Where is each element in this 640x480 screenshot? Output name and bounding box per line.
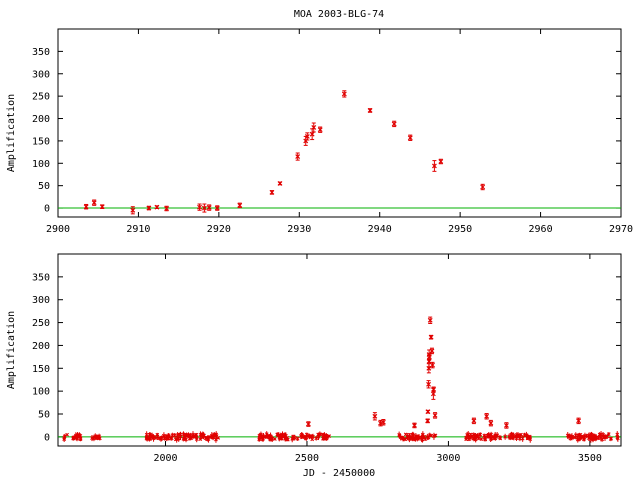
data-point (438, 158, 444, 165)
bottom-y-axis-label: Amplification (6, 311, 17, 389)
top-y-tick-label: 350 (32, 47, 50, 58)
data-point (317, 126, 323, 133)
top-plot-frame (57, 28, 622, 218)
data-point (367, 108, 373, 113)
bottom-x-tick-label: 3000 (436, 453, 460, 464)
top-x-tick-label: 2960 (529, 224, 553, 235)
top-data-points (83, 90, 486, 215)
observing-season-band (464, 431, 533, 443)
top-x-tick-label: 2940 (368, 224, 392, 235)
bottom-y-tick-label: 100 (32, 387, 50, 398)
data-point (295, 152, 301, 161)
top-y-tick-label: 50 (38, 181, 50, 192)
top-y-axis-label: Amplification (6, 94, 17, 172)
data-point (206, 204, 212, 211)
top-panel: Amplification 0 50 100 150 200 250 300 350 2900 2… (6, 28, 633, 235)
outlier-point (471, 417, 477, 425)
data-point (164, 205, 170, 212)
chart-title: MOA 2003-BLG-74 (294, 9, 384, 20)
event-point (431, 386, 437, 393)
event-point (425, 418, 431, 424)
data-point (197, 203, 202, 211)
top-y-tick-label: 250 (32, 92, 50, 103)
data-point (214, 205, 220, 211)
bottom-x-axis-label: JD - 2450000 (303, 468, 375, 479)
event-point (426, 353, 432, 361)
data-point (407, 134, 413, 141)
data-point (277, 181, 283, 186)
top-y-tick-label: 200 (32, 114, 50, 125)
top-y-tick-label: 150 (32, 136, 50, 147)
data-point (311, 122, 317, 133)
event-point (427, 316, 433, 324)
event-point (432, 412, 438, 419)
observing-season-band (257, 431, 332, 443)
bottom-y-tick-label: 200 (32, 341, 50, 352)
bottom-x-tick-label: 3500 (578, 453, 602, 464)
bottom-data-points (62, 316, 620, 443)
data-point (237, 202, 243, 209)
outlier-point (380, 418, 386, 426)
top-x-tick-label: 2950 (448, 224, 472, 235)
bottom-x-tick-label: 2000 (153, 453, 177, 464)
outlier-point (488, 419, 494, 427)
data-point (154, 204, 160, 210)
top-y-tick-label: 0 (44, 204, 50, 215)
outlier-point (484, 413, 490, 420)
event-point (430, 361, 435, 369)
event-point (425, 409, 431, 415)
data-point (201, 203, 207, 213)
bottom-y-tick-label: 300 (32, 295, 50, 306)
bottom-y-tick-label: 350 (32, 272, 50, 283)
data-point (391, 120, 397, 128)
observing-season-band (62, 432, 83, 442)
bottom-panel: Amplification JD - 2450000 0 50 100 150 200 2… (6, 253, 622, 479)
outlier-point (305, 421, 311, 427)
top-x-tick-label: 2910 (126, 224, 150, 235)
bottom-x-tick-label: 2500 (295, 453, 319, 464)
event-point (428, 334, 434, 340)
outlier-point (372, 412, 378, 421)
data-point (99, 204, 105, 210)
event-point (429, 347, 435, 355)
data-point (304, 132, 310, 141)
observing-season-band (144, 431, 221, 443)
top-x-tick-label: 2930 (287, 224, 311, 235)
top-x-tick-label: 2970 (609, 224, 633, 235)
bottom-y-tick-label: 0 (44, 432, 50, 443)
data-point (341, 90, 347, 98)
observing-season-band (397, 431, 438, 443)
data-point (480, 183, 486, 191)
outlier-point (412, 422, 417, 429)
data-point (83, 203, 89, 210)
top-x-tick-label: 2920 (207, 224, 231, 235)
bottom-y-tick-label: 50 (38, 410, 50, 421)
bottom-axis-ticks: 0 50 100 150 200 250 300 350 2000 2500 3000 3500 (32, 254, 621, 464)
top-x-tick-label: 2900 (46, 224, 70, 235)
outlier-point (503, 422, 509, 429)
data-point (91, 199, 97, 206)
top-y-tick-label: 100 (32, 159, 50, 170)
data-point (130, 206, 136, 215)
data-point (146, 205, 152, 211)
top-axis-ticks: 0 50 100 150 200 250 300 350 2900 2910 2920 2930 294… (32, 29, 633, 235)
bottom-y-tick-label: 250 (32, 318, 50, 329)
bottom-plot-frame (57, 253, 622, 447)
observing-season-band (565, 431, 620, 443)
data-point (269, 189, 275, 195)
top-y-tick-label: 300 (32, 69, 50, 80)
outlier-point (576, 417, 581, 425)
bottom-y-tick-label: 150 (32, 364, 50, 375)
observing-season-band (90, 433, 102, 442)
data-point (431, 160, 437, 172)
event-point (426, 380, 431, 389)
